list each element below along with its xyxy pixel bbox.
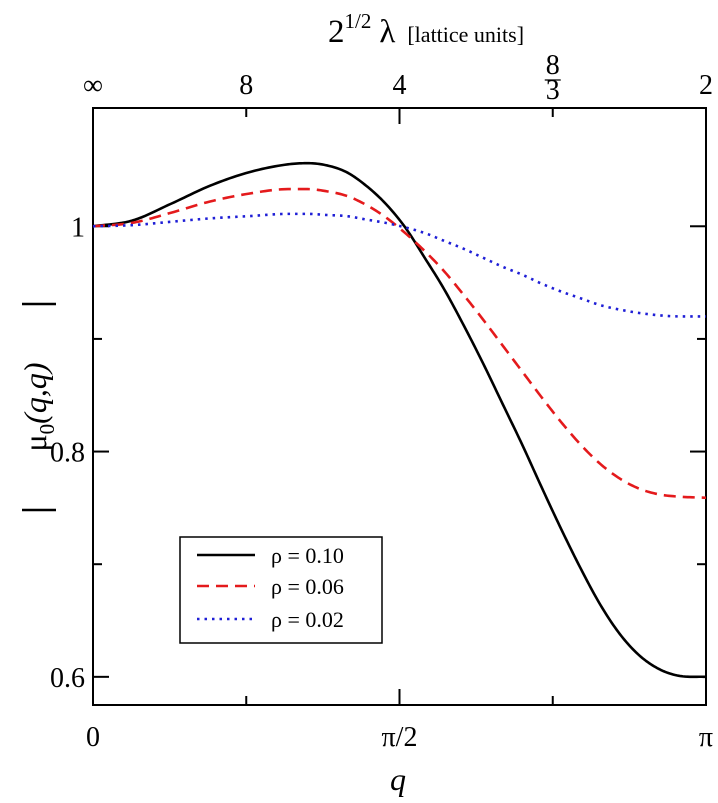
y-axis-title-mu: μ <box>17 434 53 451</box>
top-tick-fraction-denominator: 3 <box>546 75 560 106</box>
top-tick-label: 8 <box>239 70 253 101</box>
y-tick-label: 1 <box>71 212 85 243</box>
series-layer <box>92 161 707 679</box>
y-axis-title-sub: 0 <box>35 424 59 435</box>
top-tick-label: 4 <box>393 70 407 101</box>
top-tick-label: ∞ <box>83 70 103 101</box>
top-axis-title-lambda: λ <box>379 14 395 50</box>
series-line-1 <box>92 187 707 500</box>
x-axis-title: q <box>390 761 406 797</box>
top-axis-title-units: [lattice units] <box>407 22 524 47</box>
top-tick-label: 2 <box>699 70 713 101</box>
x-tick-label: π <box>699 722 713 753</box>
y-tick-label: 0.6 <box>50 663 85 694</box>
series-line-0 <box>92 161 707 679</box>
x-tick-label: 0 <box>86 722 100 753</box>
legend: ρ = 0.10 ρ = 0.06 ρ = 0.02 <box>179 536 383 644</box>
top-axis-title-base: 2 <box>328 14 345 50</box>
svg-text:μ0(q,q): μ0(q,q) <box>17 363 59 452</box>
series-line-2 <box>92 212 706 318</box>
top-axis-title: 21/2 λ [lattice units] <box>328 9 524 50</box>
top-tick-fraction-numerator: 8 <box>546 50 560 81</box>
legend-label-rho-002: ρ = 0.02 <box>271 607 344 632</box>
y-axis-title-args: (q,q) <box>17 363 53 424</box>
y-axis-title: μ0(q,q) <box>17 302 59 512</box>
legend-label-rho-010: ρ = 0.10 <box>271 543 344 568</box>
ticks: 0 π/2 π0.60.81∞ 8 4 283 <box>50 50 713 753</box>
y-tick-label: 0.8 <box>50 438 85 469</box>
top-axis-title-exp: 1/2 <box>345 9 372 33</box>
svg-text:21/2λ[lattice units]: 21/2 λ [lattice units] <box>328 9 524 50</box>
x-tick-label: π/2 <box>382 722 418 753</box>
legend-label-rho-006: ρ = 0.06 <box>271 574 344 599</box>
